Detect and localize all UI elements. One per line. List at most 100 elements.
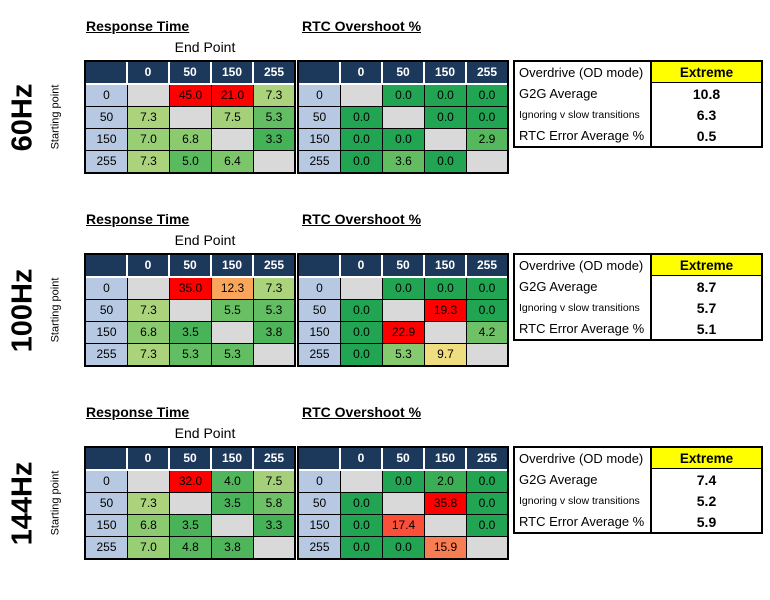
heatmap-cell: 5.3 [254, 107, 294, 129]
summary-label-g2g: G2G Average [519, 86, 598, 101]
table-corner-cell [299, 62, 341, 85]
rtc-overshoot-title: RTC Overshoot % [302, 404, 422, 420]
row-header-cell: 50 [86, 107, 128, 129]
heatmap-cell: 22.9 [383, 322, 425, 344]
response-time-table: 0 50 150 255 0 32.0 4.0 7.5 50 7.3 3.5 5.8 150 6.8 3.5… [84, 446, 296, 560]
row-header-cell: 0 [299, 85, 341, 107]
col-header-cell: 150 [425, 448, 467, 471]
summary-box: Overdrive (OD mode) Extreme G2G Average … [513, 446, 763, 534]
heatmap-cell: 0.0 [341, 107, 383, 129]
row-header-cell: 0 [299, 278, 341, 300]
heatmap-cell: 5.3 [212, 344, 254, 365]
row-header-cell: 150 [299, 129, 341, 151]
response-time-title: Response Time [86, 211, 190, 227]
col-header-cell: 150 [212, 62, 254, 85]
starting-point-text: Starting point [49, 470, 62, 536]
heatmap-cell: 0.0 [341, 151, 383, 172]
row-header-cell: 150 [86, 515, 128, 537]
heatmap-cell: 6.8 [170, 129, 212, 151]
heatmap-cell: 7.3 [128, 493, 170, 515]
heatmap-cell: 0.0 [383, 471, 425, 493]
col-header-cell: 255 [254, 255, 294, 278]
starting-point-label: Starting point [46, 253, 64, 367]
col-header-cell: 50 [383, 62, 425, 85]
heatmap-cell: 0.0 [467, 515, 507, 537]
refresh-rate-text: 100Hz [6, 268, 39, 352]
overdrive-mode-value: Extreme [650, 62, 761, 83]
col-header-cell: 150 [212, 255, 254, 278]
heatmap-cell: 5.3 [383, 344, 425, 365]
summary-label-ignoring: Ignoring v slow transitions [519, 301, 640, 314]
refresh-rate-label: 144Hz [0, 446, 46, 560]
col-header-cell: 0 [341, 255, 383, 278]
summary-label-rtc-error: RTC Error Average % [519, 128, 645, 143]
heatmap-cell: 3.6 [383, 151, 425, 172]
rtc-error-value: 0.5 [650, 125, 761, 146]
heatmap-cell: 2.9 [467, 129, 507, 151]
heatmap-cell: 0.0 [425, 151, 467, 172]
refresh-rate-text: 144Hz [6, 461, 39, 545]
heatmap-cell: 0.0 [425, 278, 467, 300]
diagonal-blank-cell [467, 344, 507, 365]
summary-label-ignoring: Ignoring v slow transitions [519, 108, 640, 121]
heatmap-cell: 0.0 [467, 107, 507, 129]
row-header-cell: 255 [299, 537, 341, 558]
heatmap-cell: 3.3 [254, 129, 294, 151]
ignoring-transitions-value: 6.3 [650, 104, 761, 125]
refresh-rate-label: 60Hz [0, 60, 46, 174]
response-time-title: Response Time [86, 404, 190, 420]
row-header-cell: 150 [86, 322, 128, 344]
col-header-cell: 255 [467, 448, 507, 471]
rtc-overshoot-table: 0 50 150 255 0 0.0 2.0 0.0 50 0.0 35.8 0.0 150 0.0 17.… [297, 446, 509, 560]
g2g-average-value: 10.8 [650, 83, 761, 104]
row-header-cell: 255 [86, 344, 128, 365]
response-time-table: 0 50 150 255 0 35.0 12.3 7.3 50 7.3 5.5 5.3 150 6.8 3.… [84, 253, 296, 367]
row-header-cell: 255 [86, 151, 128, 172]
summary-label-rtc-error: RTC Error Average % [519, 321, 645, 336]
heatmap-cell: 5.3 [170, 344, 212, 365]
row-header-cell: 255 [86, 537, 128, 558]
summary-label-g2g: G2G Average [519, 279, 598, 294]
diagonal-blank-cell [383, 107, 425, 129]
col-header-cell: 0 [128, 62, 170, 85]
diagonal-blank-cell [467, 151, 507, 172]
section-100hz: 100Hz Starting point Response Time RTC O… [0, 203, 770, 395]
col-header-cell: 255 [254, 448, 294, 471]
table-corner-cell [86, 448, 128, 471]
rtc-error-value: 5.1 [650, 318, 761, 339]
col-header-cell: 50 [383, 255, 425, 278]
response-time-table: 0 50 150 255 0 45.0 21.0 7.3 50 7.3 7.5 5.3 150 7.0 6.… [84, 60, 296, 174]
col-header-cell: 50 [170, 448, 212, 471]
heatmap-cell: 0.0 [425, 107, 467, 129]
summary-label-rtc-error: RTC Error Average % [519, 514, 645, 529]
heatmap-cell: 5.5 [212, 300, 254, 322]
heatmap-cell: 7.3 [128, 300, 170, 322]
col-header-cell: 150 [212, 448, 254, 471]
heatmap-cell: 0.0 [383, 537, 425, 558]
col-header-cell: 0 [128, 448, 170, 471]
heatmap-cell: 9.7 [425, 344, 467, 365]
heatmap-cell: 15.9 [425, 537, 467, 558]
col-header-cell: 150 [425, 255, 467, 278]
heatmap-cell: 17.4 [383, 515, 425, 537]
col-header-cell: 0 [341, 448, 383, 471]
rtc-error-value: 5.9 [650, 511, 761, 532]
row-header-cell: 0 [86, 471, 128, 493]
heatmap-cell: 12.3 [212, 278, 254, 300]
starting-point-label: Starting point [46, 446, 64, 560]
table-corner-cell [299, 255, 341, 278]
heatmap-cell: 5.3 [254, 300, 294, 322]
heatmap-cell: 0.0 [341, 344, 383, 365]
heatmap-cell: 0.0 [425, 85, 467, 107]
overdrive-mode-value: Extreme [650, 255, 761, 276]
heatmap-cell: 3.5 [170, 515, 212, 537]
diagonal-blank-cell [212, 129, 254, 151]
section-144hz: 144Hz Starting point Response Time RTC O… [0, 396, 770, 588]
heatmap-cell: 19.3 [425, 300, 467, 322]
row-header-cell: 0 [299, 471, 341, 493]
diagonal-blank-cell [128, 278, 170, 300]
heatmap-cell: 7.0 [128, 129, 170, 151]
diagonal-blank-cell [170, 107, 212, 129]
heatmap-cell: 3.5 [212, 493, 254, 515]
rtc-overshoot-title: RTC Overshoot % [302, 211, 422, 227]
